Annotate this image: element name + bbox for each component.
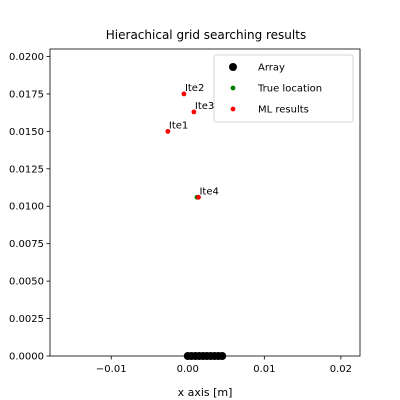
x-tick-label: 0.01	[253, 364, 275, 375]
legend-marker	[230, 85, 236, 91]
data-point	[165, 128, 171, 134]
data-point	[181, 91, 187, 97]
legend-marker	[229, 63, 237, 71]
legend-marker	[230, 106, 236, 112]
y-tick-label: 0.0150	[9, 127, 44, 138]
series-array	[183, 352, 227, 360]
y-tick-label: 0.0175	[9, 89, 44, 100]
legend: Array True location ML results	[213, 54, 354, 123]
legend-frame	[213, 54, 354, 123]
y-tick-label: 0.0125	[9, 164, 44, 175]
data-point	[218, 352, 227, 360]
data-point	[196, 194, 201, 200]
y-tick-label: 0.0025	[9, 314, 44, 325]
legend-label: True location	[257, 84, 322, 95]
point-annotation: Ite2	[185, 83, 204, 94]
x-axis-label: x axis [m]	[178, 386, 233, 399]
legend-label: ML results	[258, 105, 309, 116]
plot-area: −0.01 0.00 0.01 0.02 0.0000 0.0025 0.0050 0.007…	[9, 48, 361, 375]
x-tick-label: 0.00	[177, 364, 199, 375]
y-tick-label: 0.0075	[9, 239, 44, 250]
y-tick-label: 0.0100	[9, 202, 44, 213]
point-annotation: Ite4	[199, 186, 218, 197]
y-tick-label: 0.0200	[9, 52, 44, 63]
y-tick-label: 0.0000	[9, 352, 44, 363]
chart-title: Hierachical grid searching results	[106, 28, 306, 42]
data-point	[191, 109, 197, 115]
y-tick-label: 0.0050	[9, 277, 44, 288]
point-annotation: Ite3	[195, 101, 214, 112]
x-tick-label: 0.02	[330, 364, 352, 375]
x-tick-label: −0.01	[96, 364, 127, 375]
series-ml-results: Ite1 Ite2 Ite3 Ite4	[165, 83, 219, 200]
point-annotation: Ite1	[169, 120, 188, 131]
legend-label: Array	[258, 63, 285, 74]
